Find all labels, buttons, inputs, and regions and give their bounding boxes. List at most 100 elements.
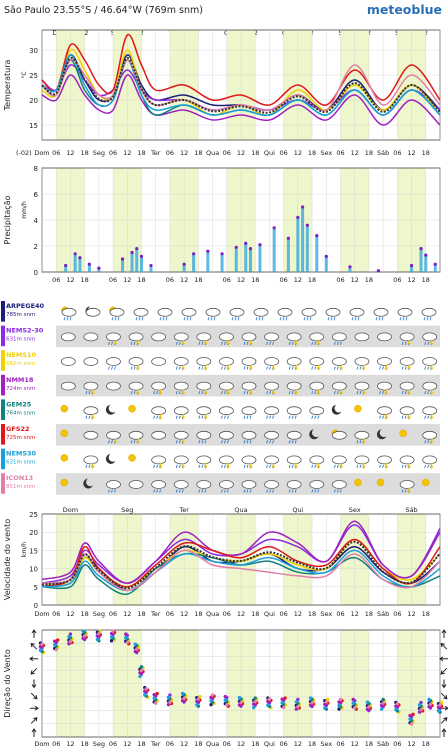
rain-icon [153,489,156,493]
prec-dot [244,241,248,245]
wind-x-tick: 12 [294,610,302,618]
rain-icon [336,390,339,395]
arrow-shape [31,629,37,638]
dir-x-tick: 06 [166,740,174,748]
wind-x-tick: 06 [393,610,401,618]
wind-x-tick: 18 [422,610,430,618]
rain-icon [223,440,226,444]
dir-point [379,707,384,711]
rain-icon [226,489,229,493]
dir-point [209,699,213,703]
temp-x-tick: 12 [351,149,359,157]
prec-ylabel: Precipitação [3,195,12,244]
prec-bar [433,264,437,272]
rain-icon [424,440,427,444]
moon-icon [83,478,93,489]
rain-icon [159,489,162,493]
dir-point [239,700,243,705]
rain-icon [141,317,144,321]
wind-x-tick: 06 [336,610,344,618]
temp-x-tick: 06 [109,149,117,157]
dir-point [409,722,414,726]
temp-ytick: 20 [29,97,38,105]
model-icons-row [60,332,438,347]
cloud-icon [128,480,144,489]
dir-point [351,697,355,702]
cloud-icon [151,381,167,391]
prec-bar [73,253,77,272]
rain-icon [207,317,210,321]
rain-icon [243,440,246,444]
rain-icon [162,317,165,321]
arrow-shape [31,679,37,689]
dir-point [144,687,148,691]
rain-icon [266,415,269,419]
rain-icon [226,440,229,444]
dir-x-tick: 18 [137,740,145,748]
dir-point [253,696,257,700]
wind-x-tick: 12 [351,610,359,618]
rain-icon [336,366,339,370]
wind-arrow-icon [29,656,38,662]
lightning-icon [203,389,208,397]
wind-x-tick: 12 [66,610,74,618]
arrow-shape [441,629,447,638]
cloud-icon [173,332,189,342]
rain-icon [198,390,201,395]
rain-icon [246,440,249,444]
temp-ylabel: Temperatura [3,59,12,111]
model-name: NMM18 [6,376,34,384]
rain-icon [175,415,178,419]
lightning-icon [384,462,389,470]
lightning-icon [113,339,118,347]
dir-point [237,696,242,700]
wind-unit: km/h [21,542,28,557]
rain-icon [333,317,336,321]
prec-ytick: 8 [34,165,38,173]
prec-dot [149,263,153,268]
dir-ylabel: Direção do Vento [3,649,12,718]
prec-x-tick: 06 [109,276,117,284]
lightning-icon [181,413,186,421]
rain-icon [427,341,430,346]
rain-icon [269,415,272,419]
rain-icon [178,415,181,419]
dir-point [281,705,286,710]
lightning-icon [429,462,434,470]
prec-dot [376,269,381,273]
moon-icon [105,453,116,464]
dir-point [82,634,87,638]
model-icons-row [61,306,437,321]
dir-point [283,696,287,700]
lightning-icon [181,462,186,470]
dir-point [323,706,327,710]
prec-dot [130,250,134,255]
rain-icon [423,317,426,321]
dir-point [56,638,60,642]
dir-x-tick: 06 [393,740,401,748]
model-name: NEMS30 [6,450,37,458]
rain-icon [336,341,339,346]
arrow-shape [440,717,448,724]
cloud-icon [399,406,415,416]
cloud-icon [128,430,144,440]
cloud-icon [377,332,392,342]
temp-x-tick: 18 [137,149,145,157]
lightning-icon [407,339,412,347]
cloud-icon [286,357,302,366]
prec-bar [258,244,262,272]
temp-x-tick: 18 [422,149,430,157]
rain-icon [108,489,110,493]
dir-point [266,703,270,707]
cloud-icon [309,480,325,489]
brand-logo[interactable]: meteoblue [366,2,442,17]
wind-ytick: 5 [34,584,38,592]
rain-icon [133,366,136,370]
arrow-shape [30,692,38,700]
cloud-icon [354,430,370,440]
wind-x-tick: Ter [150,610,161,618]
cloud-icon [173,430,189,440]
prec-ytick: 0 [34,269,38,277]
prec-x-tick: 12 [180,276,188,284]
rain-icon [201,341,204,346]
